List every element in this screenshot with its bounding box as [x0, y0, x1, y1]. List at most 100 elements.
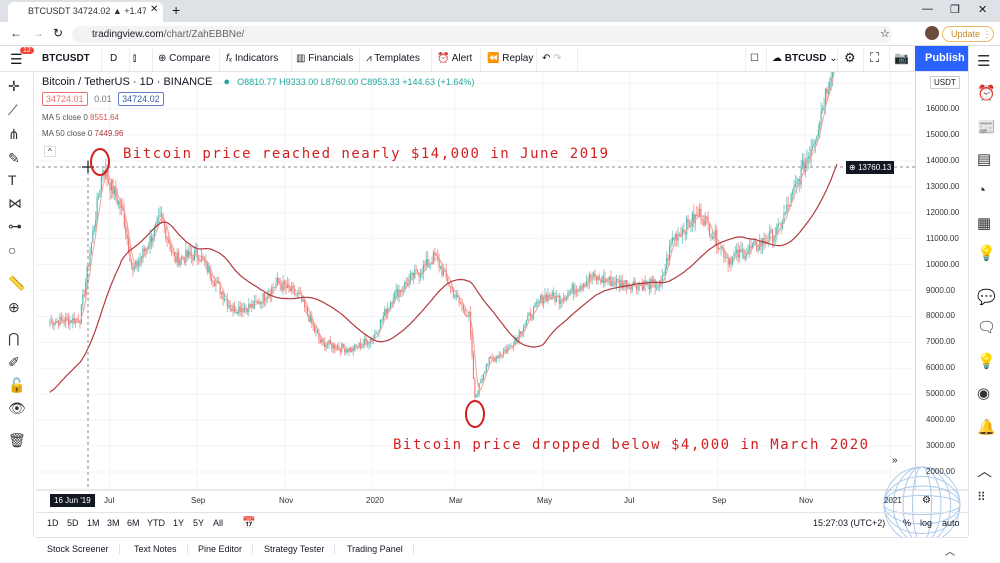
- url-field[interactable]: tradingview.com/chart/ZahEBBNe/: [72, 26, 892, 43]
- brush-icon[interactable]: ✎: [8, 150, 20, 166]
- symbol-search-button[interactable]: BTCUSDT: [42, 47, 102, 71]
- crosshair-icon[interactable]: ✛: [8, 78, 20, 94]
- range-button[interactable]: 1D: [47, 518, 59, 528]
- lock-drawings-icon[interactable]: ✐: [8, 354, 20, 370]
- ma50-legend[interactable]: MA 50 close 0 7449.96: [42, 129, 123, 138]
- interval-button[interactable]: D: [110, 47, 130, 71]
- axis-settings-icon[interactable]: ⚙: [922, 495, 931, 506]
- goto-date-icon[interactable]: 📅: [242, 517, 256, 529]
- trash-icon[interactable]: 🗑: [8, 432, 26, 448]
- range-button[interactable]: 6M: [127, 518, 140, 528]
- sell-price[interactable]: 34724.01: [42, 92, 88, 106]
- ma5-legend[interactable]: MA 5 close 0 8551.64: [42, 113, 119, 122]
- text-icon[interactable]: T: [8, 172, 17, 188]
- compare-button[interactable]: ⊕ Compare: [158, 47, 220, 71]
- close-window-icon[interactable]: ✕: [978, 4, 988, 16]
- scroll-right-icon[interactable]: »: [892, 455, 898, 466]
- buy-price[interactable]: 34724.02: [118, 92, 164, 106]
- bookmark-star-icon[interactable]: ☆: [880, 28, 890, 40]
- hotlist-icon[interactable]: ▤: [977, 151, 992, 168]
- update-button[interactable]: Update ⋮: [942, 26, 994, 42]
- calendar-icon[interactable]: ▦: [977, 215, 992, 232]
- lock-icon[interactable]: 🔓: [8, 377, 26, 393]
- bottom-tab[interactable]: Trading Panel: [347, 544, 414, 554]
- ma50-value: 7449.96: [94, 129, 124, 138]
- collapse-icon[interactable]: ︿: [977, 463, 993, 480]
- candle-body: [647, 281, 649, 283]
- avatar[interactable]: [925, 26, 939, 40]
- alarm-icon[interactable]: ⏰: [977, 85, 996, 102]
- notifications-icon[interactable]: 🔔: [977, 419, 996, 436]
- back-icon[interactable]: ←: [10, 26, 22, 40]
- eye-icon[interactable]: 👁: [8, 400, 26, 416]
- range-button[interactable]: All: [213, 518, 224, 528]
- candle-body: [510, 345, 512, 347]
- candle-body: [651, 279, 653, 282]
- broadcast-icon[interactable]: ◉: [977, 385, 991, 402]
- browser-tab[interactable]: BTCUSDT 34724.02 ▲ +1.47% BT: [8, 2, 163, 22]
- currency-label[interactable]: USDT: [930, 76, 960, 89]
- auto-toggle[interactable]: auto: [942, 518, 960, 528]
- range-button[interactable]: 1Y: [173, 518, 185, 528]
- x-tick: Jul: [104, 496, 115, 505]
- bottom-tab[interactable]: Strategy Tester: [264, 544, 336, 554]
- candle-body: [315, 330, 317, 332]
- candle-body: [170, 249, 173, 252]
- bottom-tab[interactable]: Text Notes: [134, 544, 188, 554]
- fullscreen-icon[interactable]: ⛶: [870, 47, 890, 71]
- close-tab-icon[interactable]: ✕: [150, 4, 159, 15]
- data-window-icon[interactable]: ◔: [977, 182, 987, 199]
- undo-redo-buttons[interactable]: ↶ ↷: [542, 47, 578, 71]
- camera-icon[interactable]: 📷: [894, 47, 914, 71]
- candle-body: [125, 226, 127, 234]
- templates-button[interactable]: ⩘ Templates: [366, 47, 432, 71]
- expand-panel-icon[interactable]: ︿: [945, 547, 955, 558]
- alert-button[interactable]: ⏰ Alert: [437, 47, 481, 71]
- streams-icon[interactable]: 💡: [977, 353, 996, 370]
- ruler-icon[interactable]: 📏: [8, 275, 26, 291]
- magnet-icon[interactable]: ⋂: [8, 330, 20, 346]
- shapes-icon[interactable]: ○: [8, 242, 17, 258]
- forward-icon[interactable]: →: [32, 26, 44, 40]
- collapse-legend-button[interactable]: ^: [44, 146, 56, 157]
- range-button[interactable]: 1M: [87, 518, 100, 528]
- financials-button[interactable]: ▥ Financials: [296, 47, 360, 71]
- candle-body: [611, 281, 613, 287]
- price-axis[interactable]: [915, 72, 968, 490]
- menu-icon[interactable]: ☰: [10, 51, 23, 67]
- layout-button[interactable]: ☐: [745, 47, 767, 71]
- publish-button[interactable]: Publish: [915, 46, 968, 71]
- clock-time[interactable]: 15:27:03 (UTC+2): [813, 518, 886, 528]
- range-button[interactable]: 5D: [67, 518, 79, 528]
- chats-icon[interactable]: 💬: [977, 289, 996, 306]
- replay-button[interactable]: ⏪ Replay: [487, 47, 537, 71]
- chat-icon[interactable]: 🗨: [977, 319, 997, 336]
- pattern-icon[interactable]: ⋈: [8, 195, 22, 211]
- indicators-button[interactable]: fₓ Indicators: [226, 47, 292, 71]
- trend-line-icon[interactable]: ⟋: [8, 102, 18, 118]
- prediction-icon[interactable]: ⊶: [8, 218, 22, 234]
- reload-icon[interactable]: ↻: [53, 26, 64, 40]
- compare-symbol-button[interactable]: ☁ BTCUSD ⌄: [772, 47, 838, 71]
- more-icon[interactable]: ⠿: [977, 490, 986, 504]
- range-button[interactable]: 5Y: [193, 518, 205, 528]
- candle-type-button[interactable]: ⫾: [133, 47, 153, 71]
- news-icon[interactable]: 📰: [977, 119, 996, 136]
- candle-body: [314, 325, 316, 331]
- new-tab-icon[interactable]: +: [172, 2, 181, 18]
- candle-body: [275, 283, 277, 288]
- maximize-icon[interactable]: ❐: [950, 4, 960, 16]
- watchlist-icon[interactable]: ☰: [977, 53, 991, 70]
- ideas-icon[interactable]: 💡: [977, 245, 996, 262]
- pitchfork-icon[interactable]: ⋔: [8, 126, 20, 142]
- log-toggle[interactable]: log: [920, 518, 933, 528]
- bottom-tab[interactable]: Pine Editor: [198, 544, 254, 554]
- range-button[interactable]: 3M: [107, 518, 120, 528]
- percent-toggle[interactable]: %: [903, 518, 912, 528]
- bottom-tab[interactable]: Stock Screener: [47, 544, 120, 554]
- range-button[interactable]: YTD: [147, 518, 165, 528]
- minimize-icon[interactable]: —: [922, 3, 933, 15]
- zoom-icon[interactable]: ⊕: [8, 299, 20, 315]
- settings-icon[interactable]: ⚙: [844, 47, 864, 71]
